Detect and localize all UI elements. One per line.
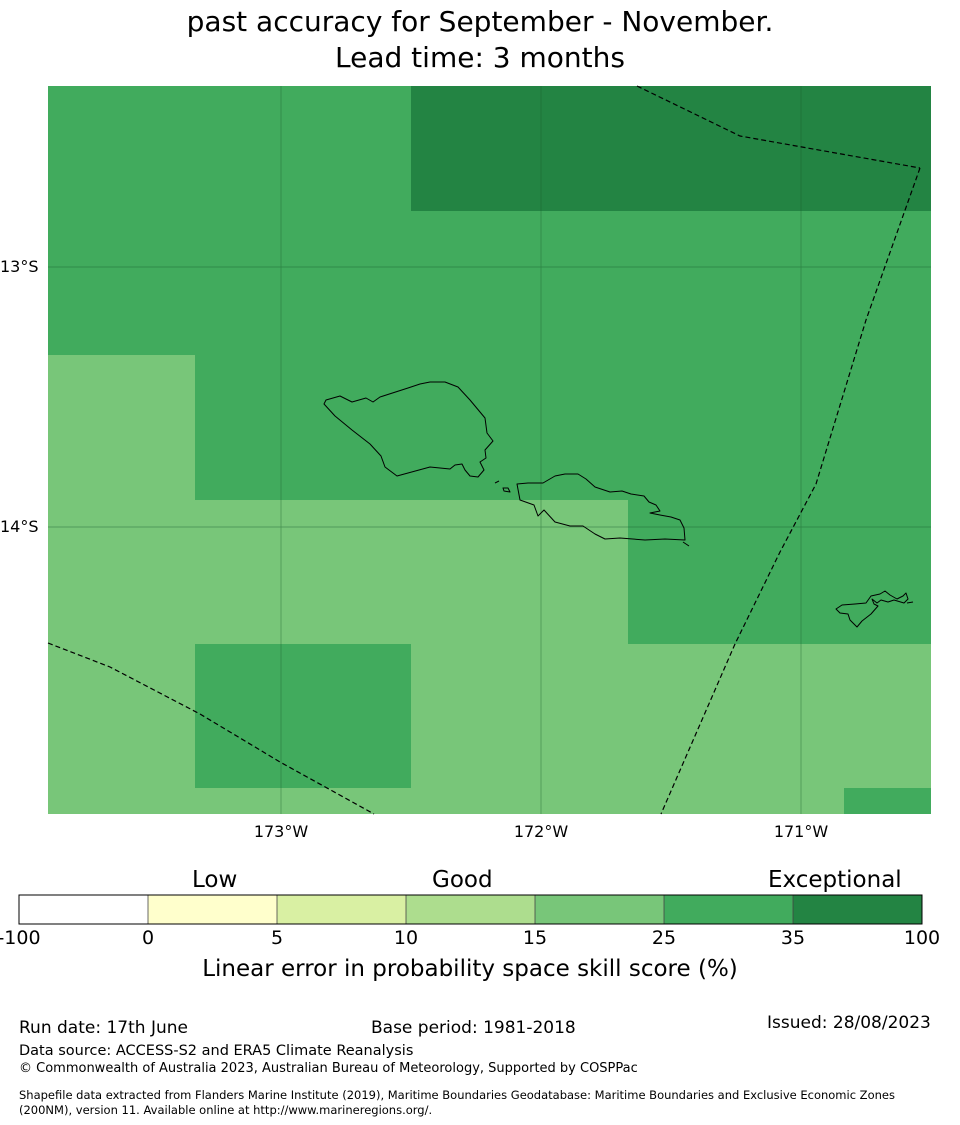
colorbar-tick-label: 35: [780, 927, 806, 949]
run-date: Run date: 17th June: [19, 1018, 188, 1038]
graticule: [48, 86, 931, 814]
skill-cell: [844, 788, 931, 814]
shapefile-credit-line-2: (200NM), version 11. Available online at…: [19, 1103, 433, 1117]
skill-cell: [411, 86, 931, 211]
eez-boundary-southwest: [47, 642, 375, 815]
colorbar-tick-label: 100: [903, 927, 941, 949]
base-period: Base period: 1981-2018: [371, 1018, 576, 1038]
skill-cell: [195, 644, 411, 788]
colorbar-segment: [19, 895, 148, 924]
colorbar-title: Linear error in probability space skill …: [202, 956, 738, 982]
manono-island-outline: [494, 480, 500, 484]
copyright-notice: © Commonwealth of Australia 2023, Austra…: [19, 1061, 638, 1076]
eez-boundary-north: [636, 85, 921, 169]
colorbar-tick-label: 0: [141, 927, 155, 949]
colorbar-segment: [148, 895, 277, 924]
map-title-line-2: Lead time: 3 months: [335, 41, 625, 74]
colorbar-tick-label: 15: [522, 927, 548, 949]
lon-label: 173°W: [253, 822, 309, 841]
colorbar-category-good: Good: [432, 867, 493, 893]
apolima-island-outline: [502, 487, 511, 493]
eez-boundary-east: [660, 167, 921, 815]
colorbar-category-exceptional: Exceptional: [768, 867, 902, 893]
data-source: Data source: ACCESS-S2 and ERA5 Climate …: [19, 1043, 414, 1059]
lat-label: 13°S: [0, 257, 39, 276]
eez-boundaries: [47, 85, 921, 815]
aunuu-island-outline: [906, 601, 914, 604]
colorbar-border: [18, 894, 923, 925]
colorbar-tick-label: 5: [270, 927, 284, 949]
lon-label: 171°W: [773, 822, 829, 841]
islands: [323, 381, 914, 628]
colorbar-segment: [793, 895, 922, 924]
colorbar: [18, 894, 923, 925]
colorbar-tick-label: 10: [393, 927, 419, 949]
upolu-island-outline: [516, 473, 686, 541]
colorbar-tick-label: 25: [651, 927, 677, 949]
issued-date: Issued: 28/08/2023: [767, 1013, 931, 1033]
shapefile-credit-line-1: Shapefile data extracted from Flanders M…: [19, 1088, 895, 1102]
savaii-island-outline: [323, 381, 494, 478]
colorbar-segment: [664, 895, 793, 924]
skill-map: [18, 85, 931, 925]
colorbar-segment: [535, 895, 664, 924]
colorbar-tick-label: -100: [0, 927, 41, 949]
map-title-line-1: past accuracy for September - November.: [186, 5, 774, 38]
colorbar-segment: [277, 895, 406, 924]
lon-label: 172°W: [513, 822, 569, 841]
skill-cell: [628, 500, 931, 644]
colorbar-category-low: Low: [192, 867, 238, 893]
tutuila-island-outline: [835, 590, 909, 628]
skill-cell: [195, 355, 931, 500]
colorbar-segment: [406, 895, 535, 924]
upolu-east-tip: [682, 541, 690, 547]
skill-cells: [48, 86, 931, 814]
lat-label: 14°S: [0, 517, 39, 536]
